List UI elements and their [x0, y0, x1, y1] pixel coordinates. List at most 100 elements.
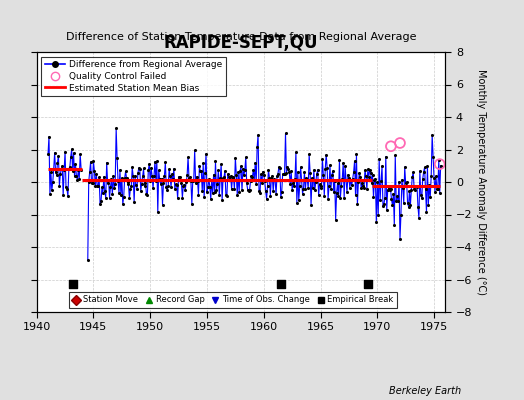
Point	[331, 178, 339, 184]
Point	[84, 257, 92, 263]
Point	[208, 176, 216, 183]
Point	[258, 180, 266, 186]
Point	[380, 195, 389, 202]
Point	[361, 167, 369, 173]
Point	[299, 186, 308, 192]
Point	[161, 159, 170, 166]
Point	[112, 125, 121, 132]
Point	[66, 164, 74, 170]
Point	[302, 174, 311, 181]
Point	[368, 172, 377, 178]
Point	[282, 170, 291, 177]
Point	[383, 207, 391, 213]
Point	[189, 178, 197, 184]
Point	[145, 161, 154, 167]
Point	[367, 180, 376, 186]
Point	[108, 191, 116, 198]
Point	[89, 180, 97, 186]
Title: RAPIDE-SEPT,QU: RAPIDE-SEPT,QU	[164, 34, 318, 52]
Point	[224, 171, 232, 177]
Point	[235, 189, 243, 196]
Point	[231, 154, 239, 161]
Point	[89, 158, 97, 164]
Point	[435, 161, 444, 167]
Point	[239, 166, 247, 172]
Point	[293, 200, 301, 206]
Point	[142, 191, 150, 197]
Point	[146, 178, 155, 184]
Point	[402, 179, 411, 185]
Point	[202, 150, 210, 157]
Point	[304, 185, 312, 192]
Point	[150, 173, 158, 179]
Point	[98, 184, 106, 190]
Point	[376, 197, 384, 203]
Point	[194, 192, 203, 198]
Point	[99, 190, 107, 196]
Point	[125, 195, 134, 202]
Point	[92, 170, 101, 177]
Point	[141, 180, 150, 186]
Point	[48, 187, 56, 193]
Point	[104, 176, 113, 183]
Point	[88, 180, 96, 186]
Point	[49, 165, 58, 172]
Point	[77, 166, 85, 173]
Point	[160, 173, 169, 179]
Point	[190, 176, 198, 183]
Point	[213, 181, 222, 188]
Point	[392, 198, 400, 204]
Point	[314, 192, 323, 198]
Point	[379, 202, 387, 209]
Point	[283, 163, 291, 170]
Point	[310, 167, 318, 173]
Point	[429, 154, 438, 160]
Point	[341, 163, 350, 169]
Point	[206, 196, 215, 202]
Point	[432, 173, 440, 179]
Point	[165, 166, 173, 172]
Point	[270, 175, 278, 182]
Point	[277, 194, 285, 200]
Point	[278, 189, 286, 195]
Point	[245, 187, 254, 194]
Point	[378, 163, 386, 169]
Point	[435, 190, 444, 196]
Point	[268, 172, 277, 179]
Point	[357, 185, 365, 191]
Point	[136, 166, 144, 172]
Point	[366, 167, 374, 174]
Point	[250, 177, 258, 184]
Point	[347, 182, 356, 188]
Point	[381, 153, 390, 160]
Point	[119, 193, 128, 200]
Point	[330, 188, 338, 195]
Point	[219, 175, 227, 181]
Point	[241, 167, 249, 174]
Point	[152, 158, 161, 164]
Point	[63, 185, 71, 192]
Point	[400, 200, 408, 206]
Point	[128, 164, 136, 171]
Point	[264, 167, 272, 173]
Point	[317, 185, 325, 192]
Point	[44, 151, 52, 157]
Point	[205, 183, 214, 190]
Point	[168, 171, 176, 177]
Point	[401, 180, 410, 186]
Point	[95, 174, 103, 181]
Point	[428, 132, 436, 138]
Point	[418, 195, 426, 202]
Point	[220, 174, 228, 180]
Point	[163, 187, 171, 194]
Point	[322, 151, 330, 158]
Point	[371, 175, 379, 182]
Point	[244, 186, 252, 193]
Point	[103, 180, 112, 186]
Point	[76, 151, 84, 157]
Point	[385, 186, 394, 193]
Point	[114, 177, 122, 184]
Point	[174, 174, 183, 180]
Point	[396, 140, 404, 146]
Point	[269, 188, 277, 194]
